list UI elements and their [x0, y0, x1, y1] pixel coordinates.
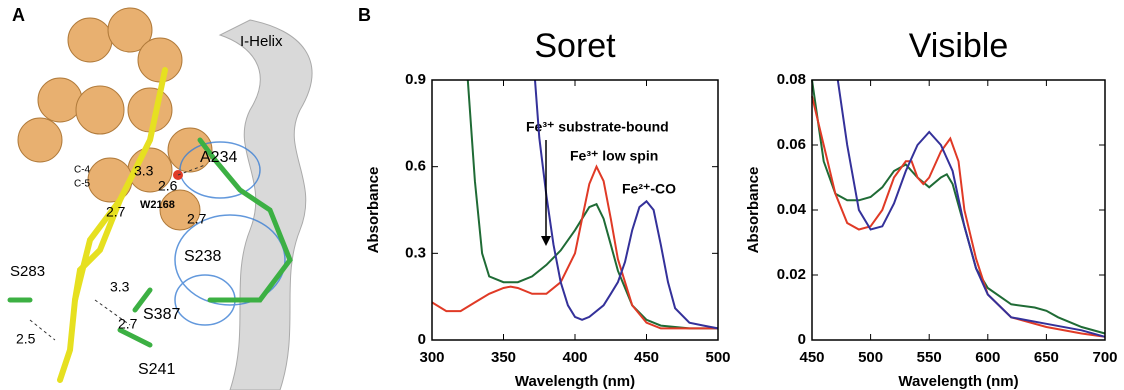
- y-tick-label: 0: [418, 331, 426, 348]
- x-tick-label: 700: [1092, 349, 1117, 366]
- structure-label: 2.7: [118, 316, 138, 332]
- spectrum-line: [838, 80, 1105, 337]
- structure-label: I-Helix: [240, 33, 283, 50]
- structure-label: S283: [10, 263, 45, 280]
- structure-label: S241: [138, 361, 175, 378]
- chart-title: Soret: [534, 27, 616, 65]
- structure-label: 2.6: [158, 178, 178, 194]
- structure-label: 2.7: [187, 211, 207, 227]
- x-tick-label: 450: [799, 349, 824, 366]
- y-tick-label: 0.3: [405, 244, 426, 261]
- arrow-head: [541, 236, 551, 246]
- plot-frame: [812, 80, 1105, 340]
- y-axis-label: Absorbance: [365, 167, 382, 254]
- x-tick-label: 400: [562, 349, 587, 366]
- structure-label: W2168: [140, 199, 175, 211]
- y-tick-label: 0.02: [777, 266, 806, 283]
- x-tick-label: 500: [705, 349, 730, 366]
- chart-title: Visible: [909, 27, 1009, 65]
- spectrum-line: [812, 80, 1105, 334]
- x-tick-label: 450: [634, 349, 659, 366]
- x-tick-label: 650: [1034, 349, 1059, 366]
- structure-label: C-4: [74, 165, 91, 176]
- y-tick-label: 0: [798, 331, 806, 348]
- figure: A B I-HelixA234C-4C-53.32.6W21682.72.7S2…: [0, 0, 1124, 390]
- y-tick-label: 0.6: [405, 158, 426, 175]
- legend-label: Fe³⁺ substrate-bound: [526, 119, 669, 135]
- x-axis-label: Wavelength (nm): [515, 373, 635, 390]
- structure-label: C-5: [74, 179, 91, 190]
- y-tick-label: 0.9: [405, 71, 426, 88]
- legend-label: Fe³⁺ low spin: [570, 148, 658, 164]
- x-tick-label: 350: [491, 349, 516, 366]
- structure-label: 3.3: [134, 163, 154, 179]
- spectrum-line: [468, 80, 718, 328]
- panel-label: A: [12, 5, 25, 25]
- structure-label: 2.5: [16, 331, 36, 347]
- y-tick-label: 0.04: [777, 201, 807, 218]
- structure-label: S387: [143, 306, 180, 323]
- y-tick-label: 0.08: [777, 71, 806, 88]
- structure-label: 2.7: [106, 204, 126, 220]
- structure-label: 3.3: [110, 279, 130, 295]
- y-axis-label: Absorbance: [745, 167, 762, 254]
- structure-label: A234: [200, 149, 237, 166]
- spectrum-line: [812, 96, 1105, 336]
- x-axis-label: Wavelength (nm): [898, 373, 1018, 390]
- panel-label: B: [358, 5, 371, 25]
- x-tick-label: 500: [858, 349, 883, 366]
- y-tick-label: 0.06: [777, 136, 806, 153]
- x-tick-label: 600: [975, 349, 1000, 366]
- legend-label: Fe²⁺-CO: [622, 181, 676, 197]
- structure-label: S238: [184, 248, 221, 265]
- x-tick-label: 300: [419, 349, 444, 366]
- x-tick-label: 550: [917, 349, 942, 366]
